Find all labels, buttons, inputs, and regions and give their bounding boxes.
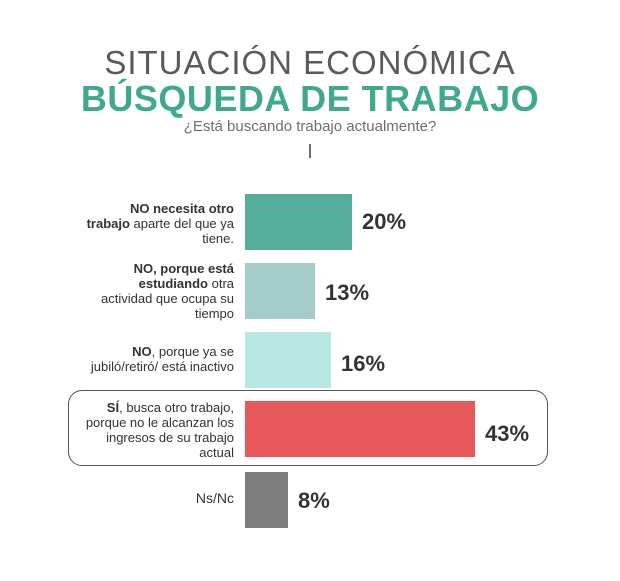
divider-tick: [309, 144, 311, 158]
value-label-3: 16%: [341, 351, 386, 376]
value-label-2: 13%: [325, 280, 370, 305]
category-label-3: NO, porque ya se jubiló/retiró/ está ina…: [84, 332, 234, 386]
category-label-3-bold: NO: [132, 344, 152, 359]
bar-3: [245, 332, 331, 388]
category-label-1-rest: aparte del que ya tiene.: [129, 215, 234, 246]
page-title: BÚSQUEDA DE TRABAJO: [80, 78, 540, 119]
category-label-3-rest: , porque ya se jubiló/retiró/ está inact…: [90, 344, 234, 374]
question-subtitle: ¿Está buscando trabajo actualmente?: [183, 118, 437, 135]
value-label-4: 43%: [485, 421, 530, 446]
bar-2: [245, 263, 315, 319]
category-label-4: SÍ, busca otro trabajo, porque no le alc…: [74, 398, 234, 462]
bar-5: [245, 472, 288, 528]
highlight-box: [68, 390, 548, 466]
category-label-2-rest: otra actividad que ocupa su tiempo: [101, 276, 234, 321]
category-label-2-bold: NO, porque está estudiando: [133, 261, 234, 291]
bar-1: [245, 194, 352, 250]
category-label-4-rest: , busca otro trabajo, porque no le alcan…: [85, 400, 234, 460]
category-label-5: Ns/Nc: [195, 490, 234, 506]
category-label-1-bold: NO necesita otro trabajo: [86, 200, 234, 231]
bar-4: [245, 401, 475, 457]
value-label-5: 8%: [298, 488, 330, 513]
category-label-1: NO necesita otro trabajo aparte del que …: [84, 196, 234, 250]
category-label-4-bold: SÍ: [106, 400, 120, 415]
category-label-2: NO, porque está estudiando otra activida…: [84, 258, 234, 324]
value-label-1: 20%: [362, 209, 407, 234]
title-top: SITUACIÓN ECONÓMICA: [104, 44, 516, 81]
